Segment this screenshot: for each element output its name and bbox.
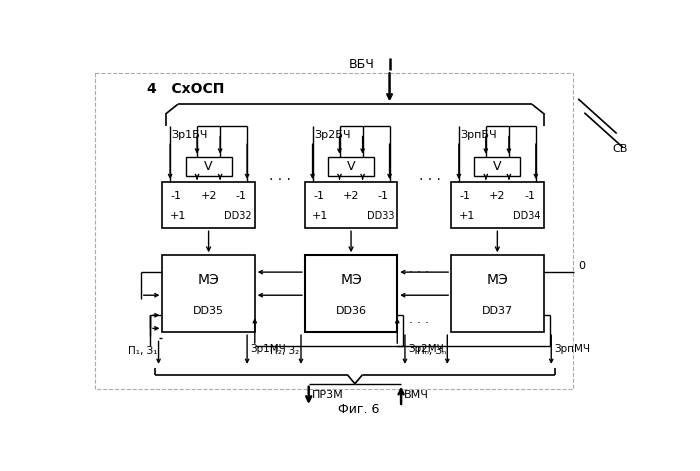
- Text: V: V: [204, 160, 213, 173]
- Bar: [452, 182, 544, 228]
- Text: -1: -1: [171, 191, 182, 201]
- Text: V: V: [493, 160, 502, 173]
- Text: -1: -1: [235, 191, 246, 201]
- Text: V: V: [346, 160, 356, 173]
- Text: -1: -1: [459, 191, 470, 201]
- Text: . . .: . . .: [409, 262, 429, 275]
- Text: -1: -1: [524, 191, 536, 201]
- Text: Зр1МЧ: Зр1МЧ: [250, 344, 286, 354]
- Text: Зр1БЧ: Зр1БЧ: [172, 130, 208, 140]
- Text: DD35: DD35: [193, 306, 224, 316]
- Text: П₁, З₁: П₁, З₁: [127, 347, 157, 357]
- Text: +1: +1: [312, 211, 328, 221]
- Text: Пₙ, Зₙ: Пₙ, Зₙ: [416, 347, 446, 357]
- Text: СВ: СВ: [613, 144, 628, 154]
- Bar: [162, 182, 255, 228]
- Text: DD34: DD34: [513, 211, 540, 221]
- Text: МЭ: МЭ: [486, 273, 508, 287]
- Text: +1: +1: [458, 211, 475, 221]
- Text: -1: -1: [313, 191, 324, 201]
- Bar: [475, 157, 521, 176]
- Text: DD37: DD37: [482, 306, 513, 316]
- Text: ЗрпБЧ: ЗрпБЧ: [461, 130, 497, 140]
- Text: . . .: . . .: [419, 169, 440, 183]
- Text: Зр2БЧ: Зр2БЧ: [314, 130, 351, 140]
- Text: ПР3М: ПР3М: [312, 390, 344, 400]
- Text: П₂, З₂: П₂, З₂: [270, 347, 300, 357]
- Text: ВМЧ: ВМЧ: [404, 390, 429, 400]
- Text: 0: 0: [578, 261, 585, 271]
- Text: DD33: DD33: [367, 211, 394, 221]
- Text: ВБЧ: ВБЧ: [349, 58, 375, 71]
- Text: Зр2МЧ: Зр2МЧ: [408, 344, 444, 354]
- Text: +2: +2: [343, 191, 359, 201]
- Text: МЭ: МЭ: [197, 273, 220, 287]
- Text: +2: +2: [489, 191, 505, 201]
- Text: +1: +1: [169, 211, 186, 221]
- Bar: [162, 255, 255, 332]
- Text: Фиг. 6: Фиг. 6: [338, 403, 379, 416]
- Text: 4   СхОСП: 4 СхОСП: [147, 82, 225, 96]
- Bar: [305, 255, 398, 332]
- Bar: [328, 157, 374, 176]
- Bar: [186, 157, 232, 176]
- Text: МЭ: МЭ: [340, 273, 362, 287]
- Text: DD32: DD32: [224, 211, 252, 221]
- Bar: [95, 73, 573, 389]
- Text: ЗрпМЧ: ЗрпМЧ: [554, 344, 590, 354]
- Text: +2: +2: [200, 191, 217, 201]
- Bar: [305, 182, 398, 228]
- Text: -1: -1: [378, 191, 389, 201]
- Text: . . .: . . .: [270, 169, 291, 183]
- Text: DD36: DD36: [335, 306, 367, 316]
- Text: . . .: . . .: [409, 313, 429, 325]
- Bar: [452, 255, 544, 332]
